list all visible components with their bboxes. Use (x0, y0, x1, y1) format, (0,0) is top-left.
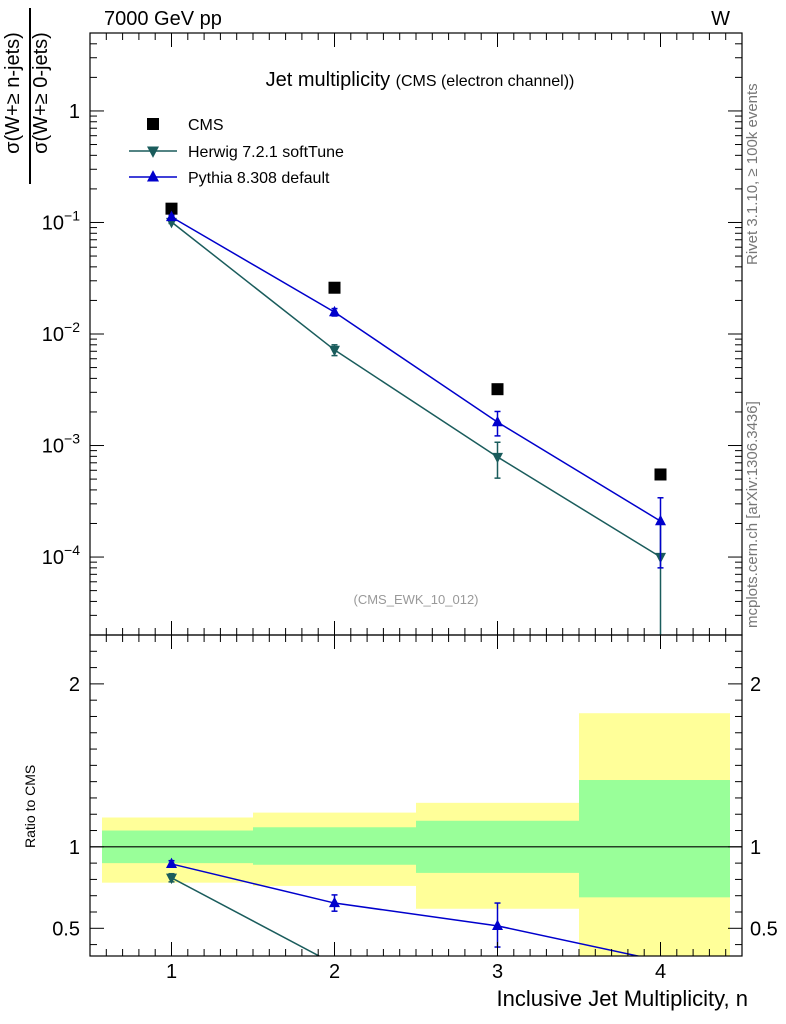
data-point (492, 452, 503, 464)
x-tick-label: 1 (166, 961, 177, 983)
uncertainty-band-inner (253, 827, 416, 865)
x-axis-label: Inclusive Jet Multiplicity, n (496, 986, 748, 1011)
ratio-data-point (166, 857, 177, 869)
x-tick-label: 2 (329, 961, 340, 983)
analysis-watermark: (CMS_EWK_10_012) (354, 592, 479, 607)
ratio-series-line (171, 863, 642, 956)
chart-title: Jet multiplicity (CMS (electron channel)… (266, 69, 575, 91)
ratio-panel: 0.5 0.5 1 1 2 2 1 2 3 4 (52, 634, 778, 983)
y-tick-label: 1 (69, 101, 80, 123)
legend-marker (147, 170, 159, 182)
ratio-y-tick-label: 0.5 (52, 918, 80, 940)
legend-label: Pythia 8.308 default (188, 170, 330, 187)
ratio-data-point (492, 919, 503, 930)
legend-label: CMS (188, 117, 224, 134)
ratio-y-tick-label-right: 2 (750, 674, 761, 696)
header-process-label: W (711, 8, 730, 30)
series-line (171, 221, 661, 558)
ratio-y-tick-label: 2 (69, 674, 80, 696)
y-tick-label: 10−2 (42, 319, 80, 346)
series-line (171, 216, 661, 522)
legend-marker (147, 146, 159, 158)
ratio-series-group (166, 857, 642, 956)
x-tick-label: 4 (655, 961, 666, 983)
y-tick-label: 10−4 (42, 542, 80, 569)
y-tick-label: 10−3 (42, 431, 80, 458)
data-point (329, 345, 340, 357)
legend-marker (147, 118, 159, 130)
ratio-y-tick-label-right: 1 (750, 837, 761, 859)
data-point (655, 514, 666, 526)
data-point (492, 415, 503, 427)
header-energy-label: 7000 GeV pp (104, 8, 222, 30)
data-point (166, 210, 177, 222)
ratio-y-tick-label-right: 0.5 (750, 918, 778, 940)
data-point (165, 202, 178, 215)
data-point (491, 383, 504, 396)
data-point (328, 281, 341, 294)
data-point (329, 305, 340, 317)
legend-label: Herwig 7.2.1 softTune (188, 144, 344, 161)
y-tick-label: 10−1 (42, 207, 80, 234)
ratio-series-line (171, 877, 321, 956)
ratio-data-point (166, 873, 177, 885)
main-panel: 1 10−1 10−2 10−3 10−4 Jet multiplicity (CMS (… (42, 32, 743, 636)
ratio-y-tick-label: 1 (69, 837, 80, 859)
data-point (654, 468, 667, 481)
ratio-data-point (329, 896, 340, 908)
x-tick-label: 3 (492, 961, 503, 983)
uncertainty-band-inner (579, 780, 730, 898)
